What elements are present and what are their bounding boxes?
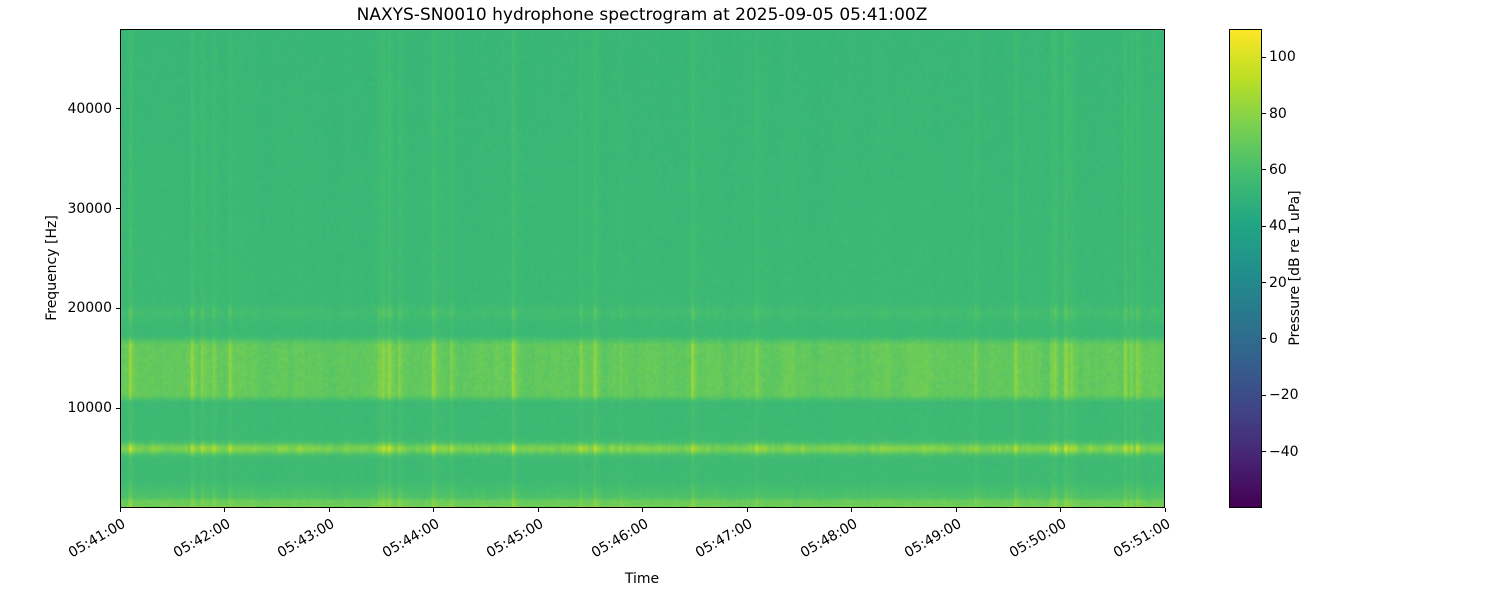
x-axis-label: Time: [624, 571, 660, 587]
colorbar-tick-label: 80: [1269, 105, 1287, 122]
x-tick-mark: [119, 508, 121, 512]
x-tick-mark: [955, 508, 957, 512]
colorbar-tick-label: 20: [1269, 274, 1287, 291]
y-tick-label: 10000: [67, 400, 112, 417]
spectrogram-plot: [120, 29, 1165, 508]
colorbar-tick-mark: [1262, 451, 1266, 453]
x-tick-label: 05:49:00: [902, 515, 965, 562]
colorbar-tick-label: −20: [1269, 387, 1299, 404]
x-tick-label: 05:51:00: [1111, 515, 1174, 562]
x-tick-label: 05:47:00: [693, 515, 756, 562]
x-tick-mark: [851, 508, 852, 512]
colorbar-tick-mark: [1262, 338, 1266, 340]
x-tick-label: 05:44:00: [379, 515, 442, 562]
x-tick-mark: [328, 508, 330, 512]
y-tick-mark: [116, 307, 120, 309]
colorbar: [1229, 29, 1262, 508]
y-tick-mark: [116, 208, 120, 210]
colorbar-tick-mark: [1262, 282, 1266, 284]
chart-title: NAXYS-SN0010 hydrophone spectrogram at 2…: [356, 5, 928, 25]
colorbar-tick-label: −40: [1269, 443, 1299, 460]
x-tick-mark: [433, 508, 434, 512]
colorbar-canvas: [1230, 30, 1261, 507]
y-tick-label: 20000: [67, 300, 112, 317]
y-tick-mark: [116, 108, 120, 110]
colorbar-tick-label: 0: [1269, 330, 1278, 347]
y-tick-label: 40000: [67, 100, 112, 117]
x-tick-mark: [1164, 508, 1166, 512]
colorbar-tick-mark: [1262, 225, 1266, 227]
x-tick-label: 05:50:00: [1006, 515, 1069, 562]
colorbar-tick-mark: [1262, 113, 1266, 115]
x-tick-label: 05:41:00: [66, 515, 129, 562]
colorbar-tick-label: 40: [1269, 218, 1287, 235]
colorbar-tick-mark: [1262, 56, 1266, 58]
colorbar-tick-label: 60: [1269, 161, 1287, 178]
x-tick-mark: [746, 508, 748, 512]
x-tick-label: 05:46:00: [588, 515, 651, 562]
y-tick-mark: [116, 407, 120, 409]
y-tick-label: 30000: [67, 200, 112, 217]
x-tick-mark: [224, 508, 225, 512]
x-tick-label: 05:48:00: [797, 515, 860, 562]
x-tick-mark: [642, 508, 643, 512]
colorbar-tick-mark: [1262, 394, 1266, 396]
x-tick-label: 05:45:00: [484, 515, 547, 562]
colorbar-label: Pressure [dB re 1 uPa]: [1287, 190, 1303, 346]
x-tick-mark: [1060, 508, 1061, 512]
x-tick-label: 05:43:00: [275, 515, 338, 562]
colorbar-tick-mark: [1262, 169, 1266, 171]
x-tick-mark: [537, 508, 539, 512]
spectrogram-canvas: [121, 30, 1164, 507]
x-tick-label: 05:42:00: [170, 515, 233, 562]
colorbar-tick-label: 100: [1269, 49, 1296, 66]
